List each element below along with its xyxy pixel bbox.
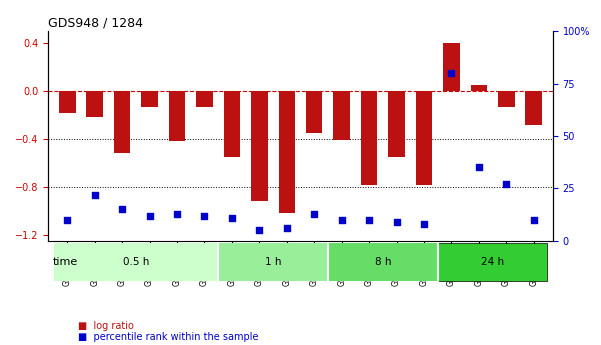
Point [419, 221, 429, 227]
Point [172, 211, 182, 216]
Text: time: time [53, 257, 78, 267]
Bar [141, 91, 158, 107]
FancyBboxPatch shape [218, 243, 328, 281]
Point [364, 217, 374, 223]
Point [200, 213, 209, 218]
Point [529, 217, 538, 223]
Bar [87, 91, 103, 117]
Bar [59, 91, 76, 112]
Bar [169, 91, 185, 141]
Bar [251, 91, 267, 201]
Text: GDS948 / 1284: GDS948 / 1284 [48, 17, 143, 30]
Text: 1 h: 1 h [265, 257, 281, 267]
Point [90, 192, 100, 197]
Point [337, 217, 346, 223]
Point [282, 226, 291, 231]
Bar [361, 91, 377, 185]
Point [474, 165, 484, 170]
Point [255, 228, 264, 233]
Point [501, 181, 511, 187]
Bar [306, 91, 323, 133]
Text: 24 h: 24 h [481, 257, 504, 267]
Bar [278, 91, 295, 213]
FancyBboxPatch shape [328, 243, 438, 281]
Bar [197, 91, 213, 107]
Bar [388, 91, 404, 157]
Point [447, 70, 456, 76]
Point [392, 219, 401, 225]
FancyBboxPatch shape [438, 243, 548, 281]
Bar [525, 91, 542, 125]
Bar [334, 91, 350, 140]
Bar [443, 43, 460, 91]
Point [63, 217, 72, 223]
Bar [224, 91, 240, 157]
Point [145, 213, 154, 218]
Text: ■  percentile rank within the sample: ■ percentile rank within the sample [78, 332, 258, 342]
Point [310, 211, 319, 216]
Bar [114, 91, 130, 154]
Bar [471, 85, 487, 91]
Text: 0.5 h: 0.5 h [123, 257, 149, 267]
Point [227, 215, 237, 220]
Bar [416, 91, 432, 185]
FancyBboxPatch shape [53, 243, 218, 281]
Text: 8 h: 8 h [374, 257, 391, 267]
Point [117, 207, 127, 212]
Text: ■  log ratio: ■ log ratio [78, 321, 134, 331]
Bar [498, 91, 514, 107]
